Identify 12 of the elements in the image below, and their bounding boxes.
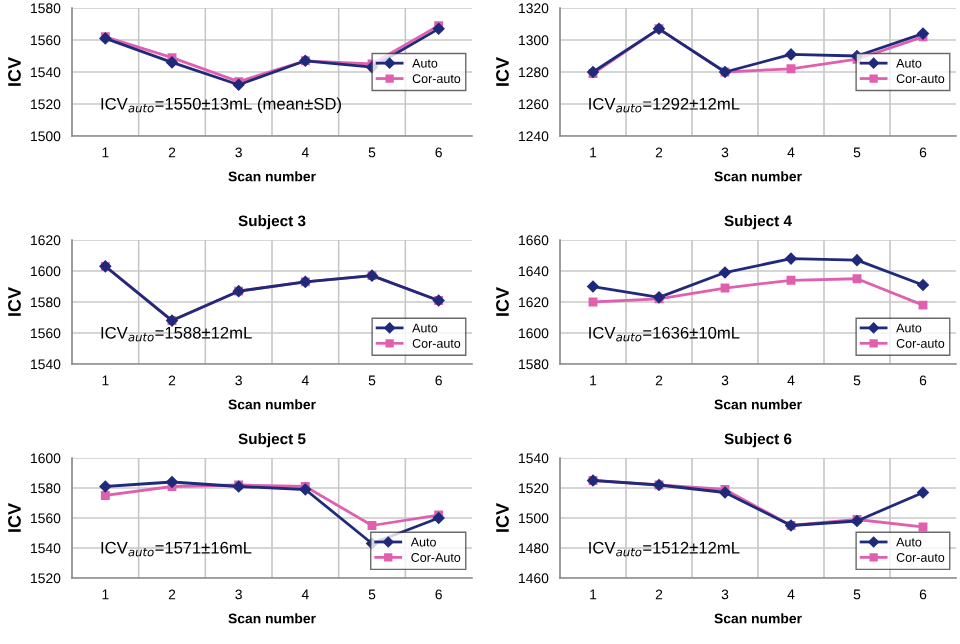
annotation: ICV$_{auto}$=1636±10mL [589, 326, 740, 342]
y-axis-title: ICV [496, 503, 509, 532]
y-axis-title: ICV [8, 57, 21, 86]
y-axis-title: ICV [496, 287, 509, 316]
annotation: ICV$_{auto}$=1550±13mL (mean±SD) [101, 97, 341, 113]
annotation: ICV$_{auto}$=1571±16mL [101, 541, 252, 557]
y-axis-title: ICV [496, 57, 509, 86]
y-axis-title: ICV [8, 287, 21, 316]
y-axis-title: ICV [8, 503, 21, 532]
annotation: ICV$_{auto}$=1588±12mL [101, 326, 252, 342]
annotation: ICV$_{auto}$=1512±12mL [589, 541, 740, 557]
annotation: ICV$_{auto}$=1292±12mL [589, 97, 740, 113]
